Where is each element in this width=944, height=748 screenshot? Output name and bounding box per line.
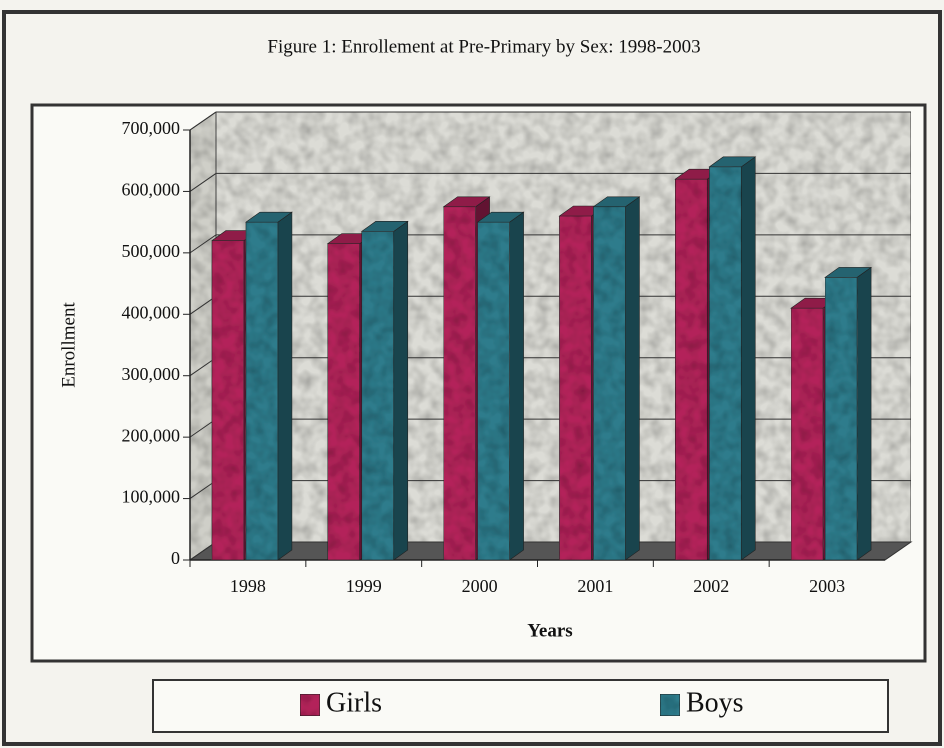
- x-tick-label: 2002: [693, 576, 729, 596]
- y-tick-label: 500,000: [122, 241, 181, 261]
- bar-side: [277, 211, 293, 561]
- x-tick-label: 1999: [346, 576, 382, 596]
- bar: [361, 231, 395, 561]
- bar: [824, 277, 858, 561]
- legend-swatch: [299, 693, 321, 717]
- y-tick-label: 700,000: [122, 118, 181, 138]
- y-tick-label: 400,000: [122, 302, 181, 322]
- bar: [593, 206, 626, 561]
- x-tick-label: 2003: [809, 576, 845, 596]
- y-axis-label: Enrollment: [58, 302, 79, 388]
- grid-line: [189, 111, 911, 131]
- bar-side: [509, 211, 524, 561]
- y-tick-label: 0: [171, 548, 180, 568]
- y-tick-label: 200,000: [122, 425, 181, 445]
- y-tick-label: 300,000: [122, 364, 181, 384]
- chart-title: Figure 1: Enrollement at Pre-Primary by …: [267, 36, 700, 57]
- grid-line: [189, 172, 911, 192]
- legend-label: Girls: [326, 687, 382, 718]
- x-axis-label: Years: [527, 620, 572, 641]
- legend-swatch: [659, 693, 681, 717]
- bar-side: [740, 156, 756, 561]
- x-tick-label: 2000: [462, 576, 498, 596]
- bar: [708, 166, 742, 561]
- bar: [211, 240, 245, 561]
- bar: [559, 215, 592, 561]
- bar: [477, 221, 510, 561]
- bar-side: [625, 196, 640, 561]
- bar: [245, 221, 279, 561]
- bar: [443, 206, 476, 561]
- y-tick-label: 600,000: [122, 180, 181, 200]
- y-tick-label: 100,000: [122, 487, 181, 507]
- bar: [790, 307, 824, 561]
- legend-label: Boys: [686, 687, 744, 718]
- bar: [327, 243, 361, 561]
- x-tick-label: 1998: [230, 576, 266, 596]
- outer-frame: [2, 10, 942, 746]
- bar-side: [393, 220, 409, 561]
- bar-side: [856, 266, 872, 561]
- bar: [674, 178, 708, 561]
- x-tick-label: 2001: [577, 576, 613, 596]
- legend-frame: [152, 679, 889, 733]
